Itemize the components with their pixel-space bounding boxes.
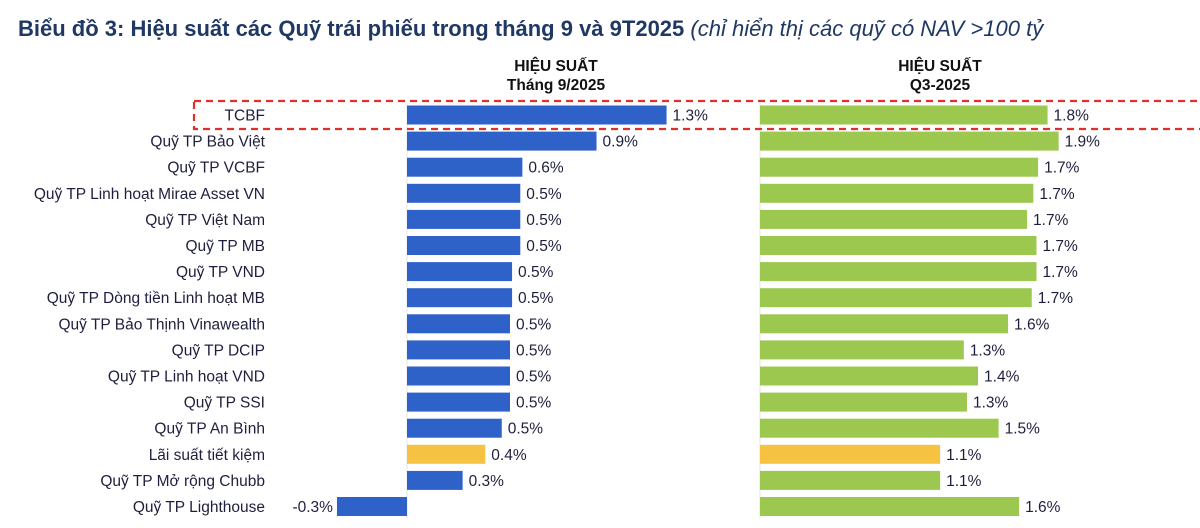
monthly-bar-quy-tp-bao-thinh-vinawealth [407,314,510,334]
monthly-bar-quy-tp-ssi [407,392,510,412]
category-label-quy-tp-vnd: Quỹ TP VND [176,264,265,281]
monthly-value-label-quy-tp-lighthouse: -0.3% [292,499,333,516]
monthly-value-label-quy-tp-bao-thinh-vinawealth: 0.5% [516,316,552,333]
quarterly-value-label-quy-tp-linh-hoat-vnd: 1.4% [984,369,1020,386]
quarterly-header-title: HIỆU SUẤT [898,58,982,75]
category-label-tcbf: TCBF [225,108,265,125]
monthly-value-label-quy-tp-vnd: 0.5% [518,264,554,281]
monthly-bar-quy-tp-vnd [407,262,513,282]
category-label-quy-tp-bao-viet: Quỹ TP Bảo Việt [150,134,265,151]
category-label-quy-tp-viet-nam: Quỹ TP Việt Nam [145,212,265,229]
category-label-quy-tp-mb: Quỹ TP MB [185,238,265,255]
quarterly-value-label-quy-tp-lighthouse: 1.6% [1025,499,1061,516]
monthly-bar-quy-tp-an-binh [407,418,502,438]
quarterly-bar-quy-tp-dcip [760,340,964,360]
quarterly-bar-quy-tp-an-binh [760,418,999,438]
quarterly-bar-quy-tp-vnd [760,262,1037,282]
monthly-bar-quy-tp-dong-tien-linh-hoat-mb [407,288,513,308]
quarterly-value-label-tcbf: 1.8% [1054,108,1090,125]
quarterly-bar-quy-tp-bao-thinh-vinawealth [760,314,1009,334]
quarterly-bar-quy-tp-linh-hoat-vnd [760,366,979,386]
monthly-value-label-tcbf: 1.3% [673,108,709,125]
monthly-value-label-quy-tp-ssi: 0.5% [516,395,552,412]
category-label-quy-tp-linh-hoat-mirae-asset-vn: Quỹ TP Linh hoạt Mirae Asset VN [34,186,265,203]
category-label-quy-tp-vcbf: Quỹ TP VCBF [167,160,265,177]
monthly-bar-quy-tp-viet-nam [407,209,521,229]
category-label-quy-tp-bao-thinh-vinawealth: Quỹ TP Bảo Thịnh Vinawealth [58,316,265,333]
monthly-value-label-quy-tp-dong-tien-linh-hoat-mb: 0.5% [518,290,554,307]
quarterly-value-label-quy-tp-mo-rong-chubb: 1.1% [946,473,982,490]
quarterly-value-label-quy-tp-dong-tien-linh-hoat-mb: 1.7% [1038,290,1074,307]
category-label-quy-tp-mo-rong-chubb: Quỹ TP Mở rộng Chubb [100,473,265,490]
title-note: (chỉ hiển thị các quỹ có NAV >100 tỷ [690,16,1044,41]
monthly-header-title: HIỆU SUẤT [514,58,598,75]
quarterly-bar-quy-tp-dong-tien-linh-hoat-mb [760,288,1032,308]
monthly-value-label-quy-tp-bao-viet: 0.9% [603,134,639,151]
monthly-bar-quy-tp-lighthouse [336,497,407,516]
monthly-value-label-quy-tp-vcbf: 0.6% [528,160,564,177]
quarterly-value-label-quy-tp-viet-nam: 1.7% [1033,212,1069,229]
monthly-bar-quy-tp-mb [407,236,521,255]
monthly-value-label-quy-tp-linh-hoat-mirae-asset-vn: 0.5% [526,186,562,203]
monthly-bar-quy-tp-mo-rong-chubb [407,470,463,490]
category-label-quy-tp-dcip: Quỹ TP DCIP [172,342,265,359]
highlight-box-tcbf [192,99,1200,131]
category-label-quy-tp-linh-hoat-vnd: Quỹ TP Linh hoạt VND [108,369,265,386]
monthly-value-label-quy-tp-an-binh: 0.5% [508,421,544,438]
monthly-bar-tcbf [407,105,667,125]
quarterly-bar-quy-tp-ssi [760,392,967,412]
quarterly-bar-quy-tp-linh-hoat-mirae-asset-vn [760,183,1034,203]
quarterly-bar-quy-tp-vcbf [760,157,1039,177]
chart-title: Biểu đồ 3: Hiệu suất các Quỹ trái phiếu … [18,16,1043,42]
quarterly-value-label-quy-tp-vnd: 1.7% [1043,264,1079,281]
monthly-value-label-lai-suat-tiet-kiem: 0.4% [491,447,527,464]
quarterly-bar-tcbf [760,105,1048,125]
quarterly-value-label-quy-tp-mb: 1.7% [1043,238,1079,255]
monthly-bar-lai-suat-tiet-kiem [407,444,486,464]
quarterly-bar-quy-tp-viet-nam [760,209,1028,229]
monthly-value-label-quy-tp-mo-rong-chubb: 0.3% [469,473,505,490]
monthly-value-label-quy-tp-viet-nam: 0.5% [526,212,562,229]
monthly-header-subtitle: Tháng 9/2025 [506,77,606,94]
category-label-lai-suat-tiet-kiem: Lãi suất tiết kiệm [149,447,265,464]
quarterly-bar-quy-tp-lighthouse [760,497,1020,516]
quarterly-bar-quy-tp-mo-rong-chubb [760,470,941,490]
monthly-column-header: HIỆU SUẤT Tháng 9/2025 [406,57,706,95]
monthly-bar-quy-tp-linh-hoat-mirae-asset-vn [407,183,521,203]
monthly-bar-quy-tp-dcip [407,340,510,360]
quarterly-value-label-quy-tp-ssi: 1.3% [973,395,1009,412]
quarterly-bar-quy-tp-bao-viet [760,131,1059,151]
monthly-bar-quy-tp-linh-hoat-vnd [407,366,510,386]
title-main: Biểu đồ 3: Hiệu suất các Quỹ trái phiếu … [18,16,685,41]
quarterly-value-label-quy-tp-bao-viet: 1.9% [1065,134,1101,151]
quarterly-value-label-quy-tp-vcbf: 1.7% [1044,160,1080,177]
quarterly-value-label-lai-suat-tiet-kiem: 1.1% [946,447,982,464]
category-label-quy-tp-ssi: Quỹ TP SSI [184,395,265,412]
quarterly-bar-lai-suat-tiet-kiem [760,444,941,464]
monthly-value-label-quy-tp-dcip: 0.5% [516,342,552,359]
quarterly-value-label-quy-tp-an-binh: 1.5% [1005,421,1041,438]
monthly-bar-quy-tp-vcbf [407,157,523,177]
monthly-bar-quy-tp-bao-viet [407,131,597,151]
quarterly-bar-quy-tp-mb [760,236,1037,255]
category-label-quy-tp-dong-tien-linh-hoat-mb: Quỹ TP Dòng tiền Linh hoạt MB [47,290,265,307]
category-label-quy-tp-an-binh: Quỹ TP An Bình [154,421,265,438]
quarterly-value-label-quy-tp-linh-hoat-mirae-asset-vn: 1.7% [1039,186,1075,203]
quarterly-header-subtitle: Q3-2025 [909,77,971,94]
quarterly-column-header: HIỆU SUẤT Q3-2025 [790,57,1090,95]
quarterly-value-label-quy-tp-dcip: 1.3% [970,342,1006,359]
monthly-value-label-quy-tp-linh-hoat-vnd: 0.5% [516,369,552,386]
monthly-value-label-quy-tp-mb: 0.5% [526,238,562,255]
category-label-quy-tp-lighthouse: Quỹ TP Lighthouse [133,499,265,516]
quarterly-value-label-quy-tp-bao-thinh-vinawealth: 1.6% [1014,316,1050,333]
